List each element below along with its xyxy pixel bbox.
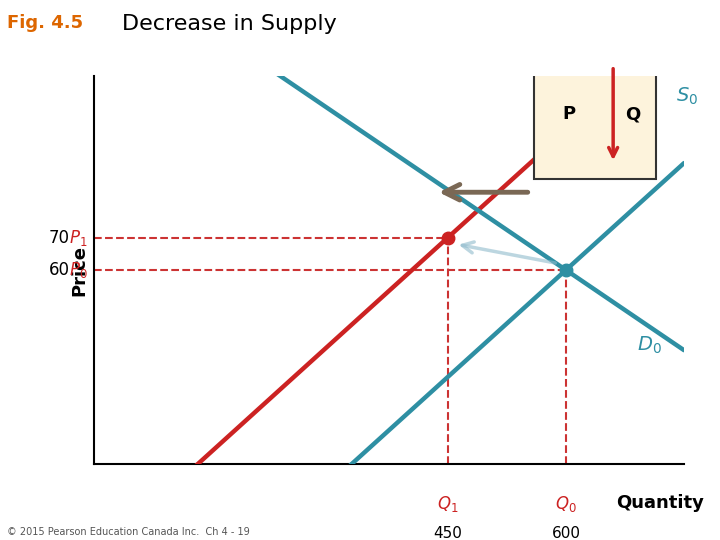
Text: $Q_0$: $Q_0$: [555, 494, 577, 514]
Text: © 2015 Pearson Education Canada Inc.  Ch 4 - 19: © 2015 Pearson Education Canada Inc. Ch …: [7, 527, 250, 537]
Text: $D_0$: $D_0$: [636, 334, 662, 356]
Y-axis label: Price: Price: [70, 245, 88, 295]
Text: Fig. 4.5: Fig. 4.5: [7, 14, 84, 31]
Text: $P_1$: $P_1$: [69, 227, 87, 248]
Text: $P_0$: $P_0$: [68, 260, 87, 280]
Text: 70: 70: [49, 228, 70, 247]
Text: 600: 600: [552, 526, 580, 540]
Text: $S_1$: $S_1$: [603, 85, 625, 106]
Text: $S_0$: $S_0$: [676, 85, 698, 106]
Text: Quantity: Quantity: [616, 494, 703, 511]
Text: Decrease in Supply: Decrease in Supply: [122, 14, 337, 33]
Text: 450: 450: [433, 526, 462, 540]
Text: 60: 60: [49, 261, 70, 279]
Text: $Q_1$: $Q_1$: [437, 494, 459, 514]
Text: $\mathbf{Q}$: $\mathbf{Q}$: [625, 105, 642, 124]
FancyBboxPatch shape: [534, 50, 657, 179]
Text: $\mathbf{P}$: $\mathbf{P}$: [562, 105, 576, 124]
